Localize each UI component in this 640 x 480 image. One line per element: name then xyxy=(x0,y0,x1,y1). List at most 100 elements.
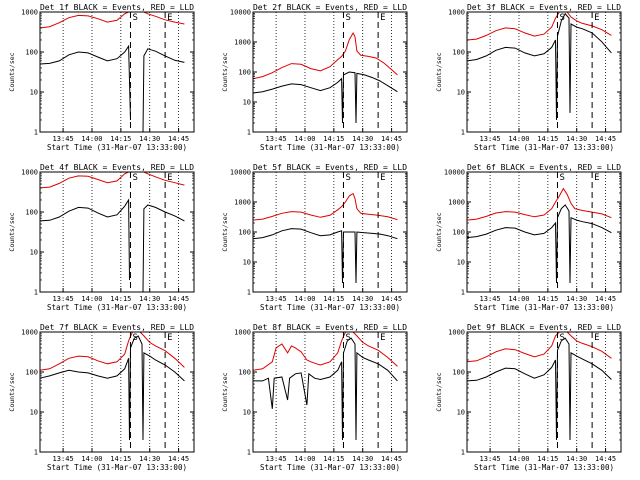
x-tick-label: 13:45 xyxy=(53,135,74,143)
y-tick-label: 10 xyxy=(243,259,251,267)
marker-s-label: S xyxy=(345,13,350,23)
x-tick-label: 14:15 xyxy=(537,295,558,303)
plot-frame xyxy=(39,171,195,293)
y-tick-label: 1 xyxy=(34,289,38,297)
marker-e-label: E xyxy=(380,13,385,23)
panel-title: Det 4f BLACK = Events, RED = LLD xyxy=(40,163,194,172)
y-tick-label: 100 xyxy=(25,369,38,377)
series-events xyxy=(252,228,398,284)
x-axis-label: Start Time (31-Mar-07 13:33:00) xyxy=(260,463,400,472)
series-lld xyxy=(252,331,398,371)
series-lld xyxy=(39,11,185,29)
series-events xyxy=(39,198,185,293)
x-tick-label: 14:15 xyxy=(110,295,131,303)
x-tick-label: 13:45 xyxy=(480,455,501,463)
y-tick-label: 100 xyxy=(452,49,465,57)
series-lld xyxy=(252,192,398,221)
marker-e-label: E xyxy=(594,13,599,23)
x-axis-label: Start Time (31-Mar-07 13:33:00) xyxy=(474,143,614,152)
marker-s-label: S xyxy=(345,173,350,183)
x-tick-label: 14:00 xyxy=(508,295,529,303)
marker-s-label: S xyxy=(559,173,564,183)
y-tick-label: 1 xyxy=(461,129,465,137)
plot-frame xyxy=(252,331,408,453)
x-tick-label: 13:45 xyxy=(266,295,287,303)
x-tick-label: 13:45 xyxy=(53,455,74,463)
y-tick-label: 100 xyxy=(25,209,38,217)
y-tick-label: 1 xyxy=(247,449,251,457)
panel-title: Det 8f BLACK = Events, RED = LLD xyxy=(253,323,407,332)
y-tick-label: 10 xyxy=(30,409,38,417)
plot-frame xyxy=(466,331,622,453)
x-tick-label: 14:15 xyxy=(323,455,344,463)
y-tick-label: 1 xyxy=(247,289,251,297)
panel-title: Det 2f BLACK = Events, RED = LLD xyxy=(253,3,407,12)
y-tick-label: 100 xyxy=(238,69,251,77)
x-tick-label: 14:45 xyxy=(168,295,189,303)
y-axis-label: Counts/sec xyxy=(221,212,229,251)
y-axis-label: Counts/sec xyxy=(435,52,443,91)
marker-e-label: E xyxy=(167,333,172,343)
marker-e-label: E xyxy=(380,173,385,183)
series-events xyxy=(39,335,185,441)
marker-s-label: S xyxy=(132,173,137,183)
y-tick-label: 1000 xyxy=(448,199,465,207)
series-lld xyxy=(466,11,612,41)
y-tick-label: 1000 xyxy=(21,329,38,337)
x-tick-label: 14:15 xyxy=(323,295,344,303)
y-tick-label: 1 xyxy=(247,129,251,137)
marker-s-label: S xyxy=(559,333,564,343)
x-tick-label: 14:45 xyxy=(381,135,402,143)
x-tick-label: 14:30 xyxy=(566,455,587,463)
y-axis-label: Counts/sec xyxy=(221,52,229,91)
x-tick-label: 13:45 xyxy=(53,295,74,303)
panel-title: Det 1f BLACK = Events, RED = LLD xyxy=(40,3,194,12)
x-tick-label: 14:15 xyxy=(110,455,131,463)
marker-e-label: E xyxy=(167,13,172,23)
x-tick-label: 14:00 xyxy=(508,455,529,463)
y-tick-label: 10000 xyxy=(230,169,251,177)
y-tick-label: 1000 xyxy=(234,329,251,337)
x-tick-label: 14:00 xyxy=(294,135,315,143)
panel-title: Det 7f BLACK = Events, RED = LLD xyxy=(40,323,194,332)
x-tick-label: 14:00 xyxy=(81,455,102,463)
series-events xyxy=(466,337,612,441)
x-tick-label: 14:45 xyxy=(381,295,402,303)
x-tick-label: 14:00 xyxy=(508,135,529,143)
y-tick-label: 10 xyxy=(243,99,251,107)
x-tick-label: 14:30 xyxy=(139,455,160,463)
x-tick-label: 14:45 xyxy=(595,135,616,143)
x-tick-label: 14:30 xyxy=(139,135,160,143)
y-tick-label: 100 xyxy=(238,229,251,237)
y-tick-label: 10000 xyxy=(444,169,465,177)
x-tick-label: 13:45 xyxy=(266,135,287,143)
x-tick-label: 14:30 xyxy=(352,295,373,303)
marker-e-label: E xyxy=(594,173,599,183)
series-lld xyxy=(39,331,185,371)
y-tick-label: 100 xyxy=(238,369,251,377)
y-axis-label: Counts/sec xyxy=(221,372,229,411)
x-tick-label: 14:30 xyxy=(566,295,587,303)
y-tick-label: 1000 xyxy=(448,9,465,17)
y-tick-label: 10 xyxy=(457,409,465,417)
y-tick-label: 10 xyxy=(457,89,465,97)
x-tick-label: 14:15 xyxy=(537,135,558,143)
y-tick-label: 100 xyxy=(25,49,38,57)
x-tick-label: 14:00 xyxy=(81,295,102,303)
plot-frame xyxy=(39,11,195,133)
y-tick-label: 10 xyxy=(457,259,465,267)
x-tick-label: 14:45 xyxy=(595,295,616,303)
x-tick-label: 14:30 xyxy=(352,135,373,143)
y-tick-label: 1 xyxy=(461,289,465,297)
series-events xyxy=(466,204,612,284)
y-tick-label: 1000 xyxy=(234,39,251,47)
y-tick-label: 1000 xyxy=(234,199,251,207)
x-tick-label: 14:30 xyxy=(139,295,160,303)
x-tick-label: 13:45 xyxy=(480,135,501,143)
series-lld xyxy=(252,31,398,80)
